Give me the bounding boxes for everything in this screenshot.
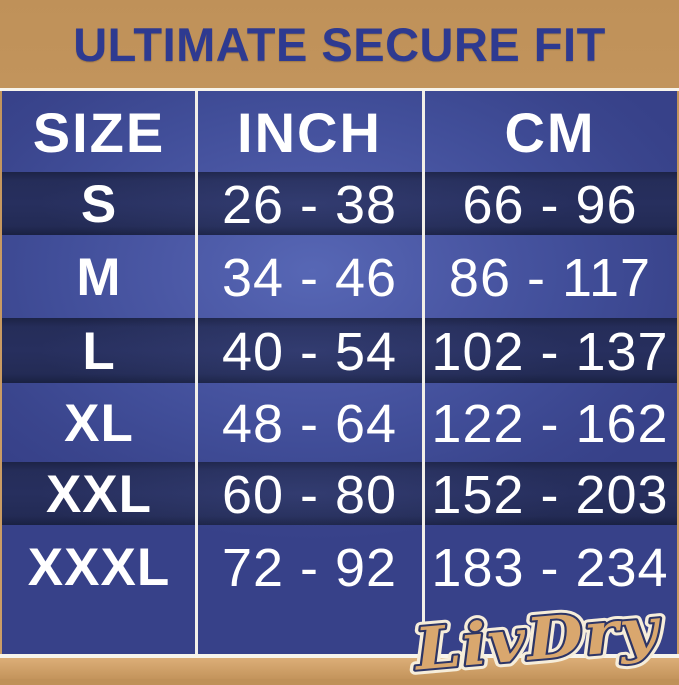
column-header-inch: INCH <box>237 100 382 164</box>
cm-range: 66 - 96 <box>462 174 638 235</box>
table-row-xxl: XXL 60 - 80 152 - 203 <box>2 462 677 525</box>
inch-range: 26 - 38 <box>221 174 398 235</box>
size-label: M <box>76 248 122 307</box>
inch-range: 48 - 64 <box>221 393 398 454</box>
brand-logo-text: LivDry <box>410 601 665 684</box>
size-chart-table: SIZE INCH CM S 26 - 38 66 - 96 M 34 - 46… <box>2 91 677 654</box>
size-label: S <box>80 175 118 234</box>
cm-range: 122 - 162 <box>431 393 669 454</box>
size-label: XXL <box>45 465 153 524</box>
cm-range: 102 - 137 <box>431 321 669 382</box>
size-label: XXXL <box>27 538 171 597</box>
table-top-border <box>0 88 679 91</box>
inch-range: 72 - 92 <box>221 537 398 598</box>
table-row-m: M 34 - 46 86 - 117 <box>2 235 677 318</box>
table-bottom-border <box>0 654 679 658</box>
table-row-xxxl: XXXL 72 - 92 183 - 234 <box>2 525 677 608</box>
table-row-xl: XL 48 - 64 122 - 162 <box>2 383 677 462</box>
column-header-size: SIZE <box>32 100 166 164</box>
table-row-s: S 26 - 38 66 - 96 <box>2 172 677 235</box>
column-header-cm: CM <box>504 100 596 164</box>
page-title: ULTIMATE SECURE FIT <box>73 17 606 71</box>
table-header-row: SIZE INCH CM <box>2 91 677 172</box>
inch-range: 60 - 80 <box>221 464 398 525</box>
table-row-l: L 40 - 54 102 - 137 <box>2 318 677 383</box>
cm-range: 152 - 203 <box>431 464 669 525</box>
size-label: L <box>82 322 116 381</box>
inch-range: 40 - 54 <box>221 321 398 382</box>
column-divider-1 <box>195 91 198 654</box>
livdry-brand-logo: LivDry LivDry <box>405 601 670 685</box>
cm-range: 86 - 117 <box>448 247 652 308</box>
title-banner: ULTIMATE SECURE FIT <box>0 0 679 88</box>
inch-range: 34 - 46 <box>221 247 398 308</box>
size-label: XL <box>64 394 134 453</box>
cm-range: 183 - 234 <box>431 537 669 598</box>
column-divider-2 <box>422 91 425 654</box>
bottom-tan-strip <box>0 658 679 679</box>
